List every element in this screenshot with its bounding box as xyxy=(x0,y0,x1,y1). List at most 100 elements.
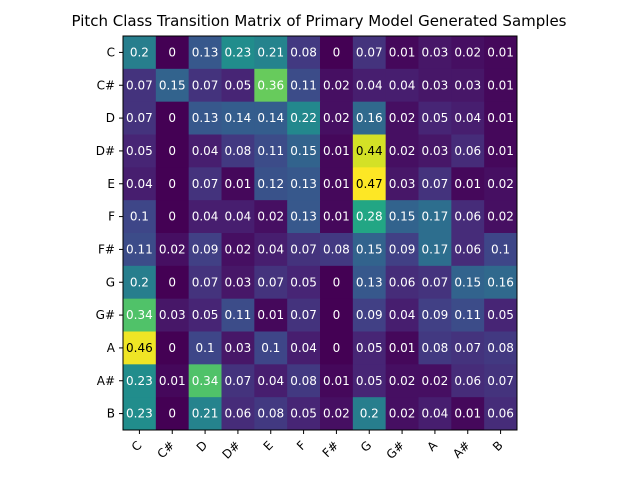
cell-value-label: 0.01 xyxy=(323,210,350,224)
heatmap-cell xyxy=(188,101,222,135)
heatmap-cell xyxy=(155,397,190,431)
cell-value-label: 0.06 xyxy=(454,144,481,158)
cell-value-label: 0.1 xyxy=(196,341,215,355)
heatmap-cell xyxy=(188,331,222,365)
heatmap-cell xyxy=(352,298,387,332)
cell-value-label: 0.13 xyxy=(192,45,219,59)
cell-value-label: 0.15 xyxy=(159,78,186,92)
cell-value-label: 0.17 xyxy=(422,210,449,224)
y-tick-label: F# xyxy=(98,242,115,256)
heatmap-cell xyxy=(221,167,255,201)
heatmap-cell xyxy=(484,397,518,431)
cell-value-label: 0 xyxy=(333,341,341,355)
heatmap-cell xyxy=(188,397,222,431)
heatmap-cell xyxy=(352,265,387,300)
heatmap-cell xyxy=(123,233,157,267)
cell-value-label: 0.14 xyxy=(225,111,252,125)
plot-frame xyxy=(122,35,518,431)
cell-value-label: 0.01 xyxy=(487,111,514,125)
cell-value-label: 0.01 xyxy=(323,374,350,388)
heatmap-cell xyxy=(188,167,222,201)
heatmap-cell xyxy=(451,167,485,201)
cell-value-label: 0.01 xyxy=(159,374,186,388)
heatmap-cell xyxy=(320,331,354,365)
y-tick-label: F xyxy=(108,210,115,224)
cell-value-label: 0.46 xyxy=(126,341,153,355)
cell-value-label: 0 xyxy=(168,177,176,191)
cell-value-label: 0.16 xyxy=(487,275,514,289)
heatmap-cell xyxy=(123,134,157,168)
cell-value-label: 0.07 xyxy=(422,177,449,191)
cell-value-label: 0 xyxy=(333,308,341,322)
heatmap-cell xyxy=(451,68,485,103)
heatmap-cell xyxy=(188,233,222,267)
cell-value-label: 0.01 xyxy=(454,177,481,191)
heatmap-cell xyxy=(484,101,518,135)
cell-value-label: 0.01 xyxy=(487,78,514,92)
heatmap-cell xyxy=(221,331,255,365)
cell-value-label: 0.07 xyxy=(487,374,514,388)
heatmap-cell xyxy=(123,167,157,201)
y-tick-label: D# xyxy=(96,144,115,158)
heatmap-cell xyxy=(385,68,419,103)
heatmap-cell xyxy=(484,331,518,365)
cell-value-label: 0 xyxy=(333,275,341,289)
cell-value-label: 0.04 xyxy=(257,374,284,388)
heatmap-cell xyxy=(123,397,157,431)
heatmap-cell xyxy=(352,331,387,365)
y-tick-label: A# xyxy=(97,374,115,388)
cell-value-label: 0.05 xyxy=(290,407,317,421)
cell-value-label: 0.2 xyxy=(360,407,379,421)
heatmap-cell xyxy=(287,331,321,365)
cell-value-label: 0.2 xyxy=(130,275,149,289)
cell-value-label: 0.07 xyxy=(192,275,219,289)
heatmap-cell xyxy=(385,200,419,234)
heatmap-cell xyxy=(484,68,518,103)
heatmap-cell xyxy=(287,101,321,135)
heatmap-cell xyxy=(287,68,321,103)
cell-value-label: 0.12 xyxy=(257,177,284,191)
cell-value-label: 0.05 xyxy=(487,308,514,322)
cell-value-label: 0.07 xyxy=(422,275,449,289)
heatmap-cell xyxy=(123,364,157,398)
heatmap-cell xyxy=(418,36,452,70)
cell-value-label: 0.02 xyxy=(389,111,416,125)
heatmap-cell xyxy=(451,134,485,168)
heatmap-cell xyxy=(484,134,518,168)
heatmap-cell xyxy=(254,134,288,168)
heatmap-cell xyxy=(287,233,321,267)
heatmap-cell xyxy=(451,233,485,267)
cell-value-label: 0.09 xyxy=(356,308,383,322)
cell-value-label: 0.05 xyxy=(126,144,153,158)
heatmap-cell xyxy=(352,68,387,103)
heatmap-cell xyxy=(155,265,190,300)
cell-value-label: 0.02 xyxy=(159,242,186,256)
heatmap-cell xyxy=(254,167,288,201)
heatmap-cell xyxy=(254,68,288,103)
cell-value-label: 0.02 xyxy=(225,242,252,256)
heatmap-cell xyxy=(320,36,354,70)
heatmap-cell xyxy=(385,364,419,398)
cell-value-label: 0.01 xyxy=(454,407,481,421)
cell-value-label: 0 xyxy=(168,341,176,355)
cell-value-label: 0 xyxy=(168,144,176,158)
cell-value-label: 0.02 xyxy=(422,374,449,388)
cell-value-label: 0.03 xyxy=(389,177,416,191)
cell-value-label: 0.07 xyxy=(126,111,153,125)
heatmap-cell xyxy=(385,101,419,135)
cell-value-label: 0.07 xyxy=(290,308,317,322)
heatmap-cell xyxy=(188,36,222,70)
cell-value-label: 0.1 xyxy=(491,242,510,256)
cell-value-label: 0.28 xyxy=(356,210,383,224)
cell-value-label: 0.01 xyxy=(389,45,416,59)
heatmap-cell xyxy=(320,233,354,267)
cell-value-label: 0.04 xyxy=(454,111,481,125)
heatmap-cell xyxy=(155,233,190,267)
heatmap-cell xyxy=(254,36,288,70)
heatmap-cell xyxy=(352,101,387,135)
cell-value-label: 0.02 xyxy=(389,144,416,158)
heatmap-cell xyxy=(287,200,321,234)
heatmap-cell xyxy=(418,68,452,103)
heatmap-cell xyxy=(320,101,354,135)
